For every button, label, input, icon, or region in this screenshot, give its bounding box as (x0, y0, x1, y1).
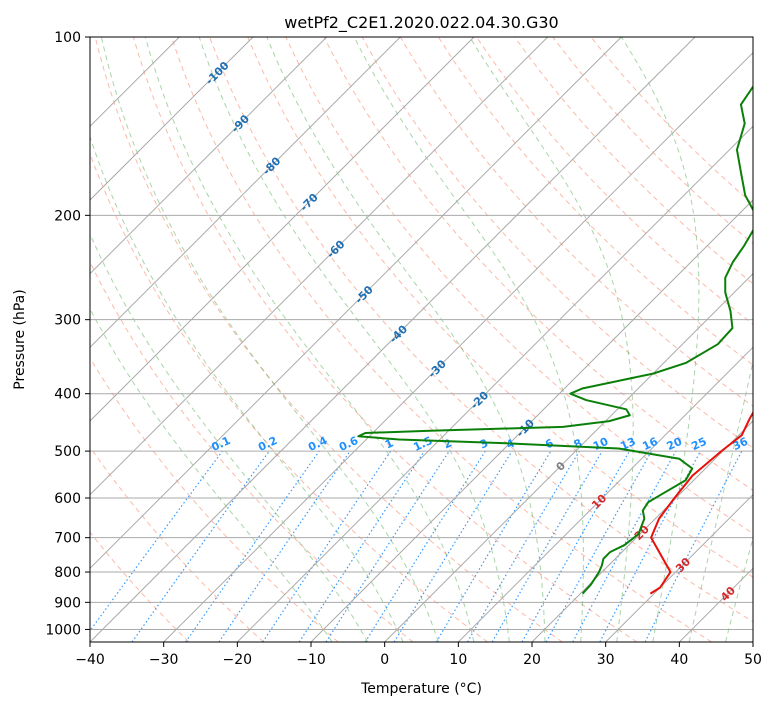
x-tick-label: 40 (670, 652, 688, 668)
x-tick-label: 50 (744, 652, 762, 668)
dry-adiabat (399, 37, 753, 407)
dry-adiabat (323, 37, 753, 491)
x-tick-label: −20 (223, 652, 253, 668)
isotherm-line (90, 37, 475, 422)
moist-adiabat (90, 232, 369, 642)
temperature-profile (649, 410, 753, 595)
mixing-ratio-line (298, 450, 425, 642)
y-tick-label: 500 (54, 444, 81, 460)
mixing-ratio-line (185, 450, 320, 642)
dry-adiabat (90, 531, 190, 642)
isotherm-line (457, 346, 753, 642)
isotherm-line (90, 37, 401, 349)
y-tick-label: 100 (54, 30, 81, 46)
y-axis-ticks: 100 200 300 400 500 600 700 800 900 1000 (45, 30, 90, 638)
y-tick-label: 700 (54, 531, 81, 547)
dry-adiabat (90, 260, 414, 642)
dry-adiabat (94, 37, 563, 642)
mixing-ratio-line (90, 450, 223, 632)
x-tick-label: −30 (149, 652, 179, 668)
dry-adiabat (285, 37, 753, 535)
plot-area (90, 37, 753, 642)
dry-adiabat (90, 356, 339, 642)
x-tick-label: −10 (296, 652, 326, 668)
y-tick-label: 900 (54, 595, 81, 611)
mixing-ratio-label: 16 (640, 435, 660, 453)
mixing-ratio-line (545, 450, 653, 642)
dry-adiabat (132, 37, 638, 642)
moist-adiabat (100, 37, 439, 642)
plot-frame (89, 36, 754, 643)
y-tick-label: 300 (54, 313, 81, 329)
mixing-ratio-line (131, 450, 270, 642)
x-tick-label: −40 (75, 652, 105, 668)
y-tick-label: 400 (54, 387, 81, 403)
isotherm-line (384, 272, 753, 642)
x-tick-label: 20 (523, 652, 541, 668)
dry-adiabat (209, 37, 753, 623)
isotherm-line (531, 420, 753, 642)
dry-adiabat (438, 37, 753, 366)
mixing-ratio-line (262, 450, 392, 642)
isotherm-line (90, 37, 328, 275)
isotherm-line (163, 51, 753, 642)
mixing-ratio-label: 20 (665, 435, 685, 453)
y-tick-label: 200 (54, 208, 81, 224)
dewpoint-profile (357, 84, 753, 595)
isotherm-line (90, 37, 696, 642)
mixing-ratio-line (218, 450, 351, 642)
x-tick-label: 30 (597, 652, 615, 668)
y-axis-label: Pressure (hPa) (12, 289, 28, 389)
mixing-ratio-line (644, 450, 743, 642)
mixing-ratio-line (393, 450, 513, 642)
moist-adiabat (144, 37, 475, 642)
isotherm-line (90, 37, 549, 496)
dry-adiabat (247, 37, 753, 578)
chart-title: wetPf2_C2E1.2020.022.04.30.G30 (284, 13, 558, 33)
isotherm-line (90, 37, 254, 201)
moist-adiabat (266, 37, 546, 642)
mixing-ratio-label: 25 (689, 435, 708, 453)
y-tick-label: 800 (54, 565, 81, 581)
mixing-ratio-line (325, 450, 450, 642)
isotherm-line (310, 199, 753, 642)
moist-adiabat (353, 37, 584, 642)
isotherm-line (90, 37, 622, 570)
x-axis-label: Temperature (°C) (360, 681, 482, 697)
y-tick-label: 1000 (45, 622, 81, 638)
y-tick-label: 600 (54, 491, 81, 507)
isotherm-line (605, 493, 753, 642)
x-tick-label: 10 (449, 652, 467, 668)
moist-adiabat (621, 37, 700, 642)
mixing-ratio-line (572, 450, 677, 642)
mixing-ratio-line (521, 450, 631, 642)
background-lines (90, 37, 753, 642)
x-axis-ticks: −40 −30 −20 −10 0 10 20 30 40 50 (75, 642, 762, 668)
x-tick-label: 0 (380, 652, 389, 668)
moist-adiabat (90, 135, 404, 642)
profile-series (357, 84, 753, 595)
